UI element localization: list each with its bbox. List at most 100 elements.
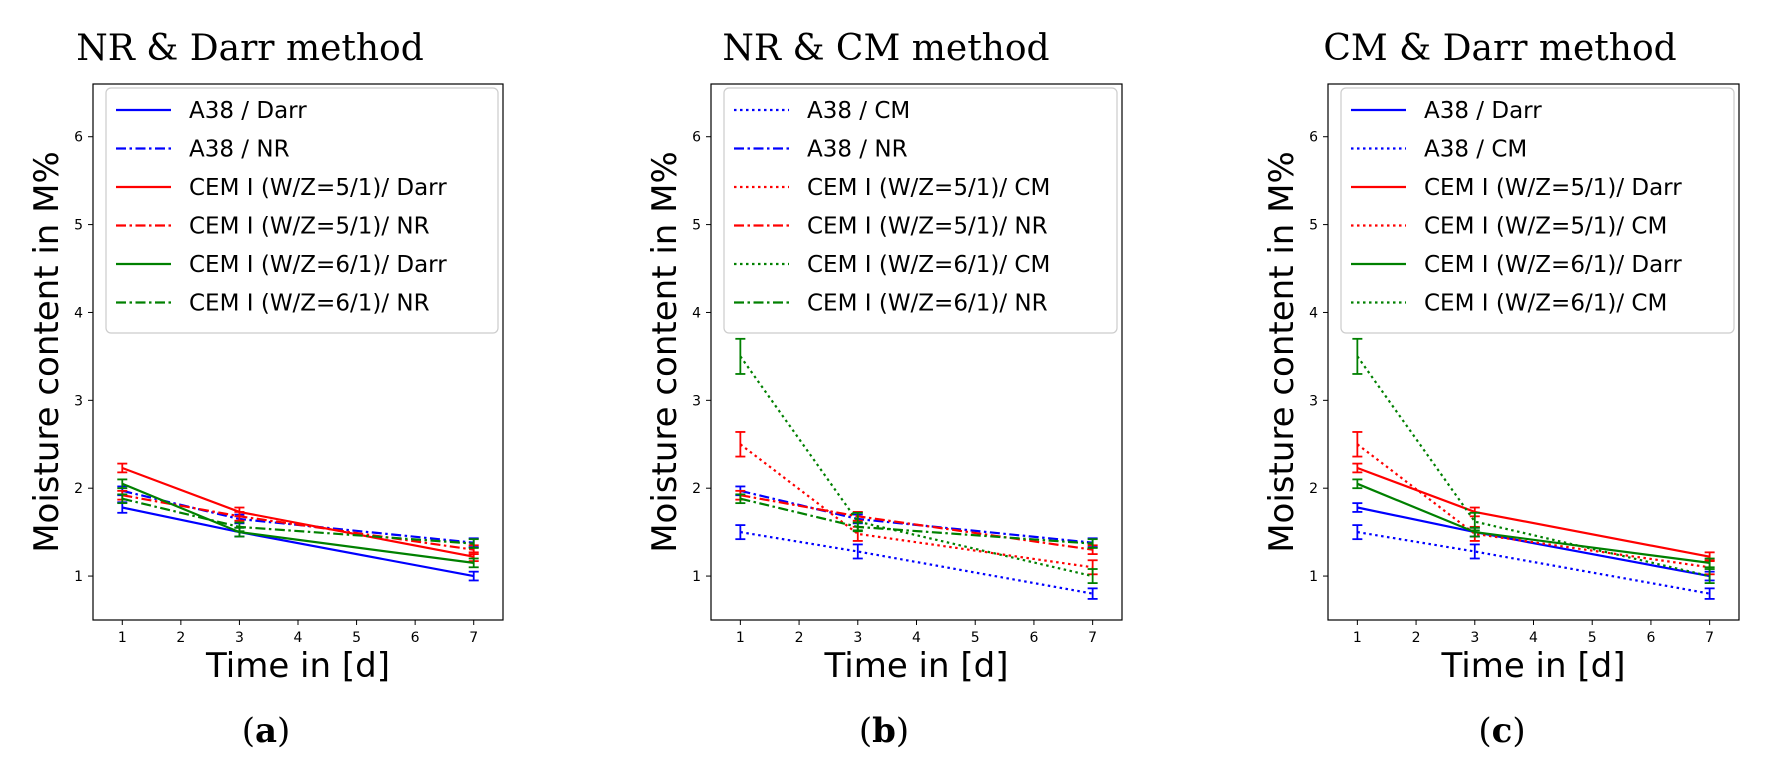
chart-title: NR & Darr method [76,28,424,69]
chart-title: NR & CM method [722,28,1049,69]
legend-label: CEM I (W/Z=5/1)/ NR [807,214,1048,240]
y-tick-label: 5 [692,218,701,234]
chart-panel-2: NR & CM method 1 2 3 4 5 6 7 1 2 3 4 5 6 Time in [d] Mo… [645,28,1123,751]
y-tick-label: 1 [692,569,701,585]
series-line [1357,506,1710,578]
y-tick-label: 2 [692,481,701,497]
x-tick-label: 2 [795,630,804,646]
legend-box [723,87,1118,334]
y-tick-label: 5 [1309,218,1318,234]
y-tick-label: 1 [1309,569,1318,585]
legend-label: CEM I (W/Z=6/1)/ CM [807,252,1050,278]
legend-label: CEM I (W/Z=5/1)/ NR [189,214,430,240]
x-tick-label: 5 [1588,630,1597,646]
chart-panel-3: CM & Darr method 1 2 3 4 5 6 7 1 2 3 4 5 6 Time in [d]… [1262,28,1740,751]
chart-panel-1: NR & Darr method 1 2 3 4 5 6 7 1 2 3 4 5 6 Time in [d]… [27,28,504,751]
panel-caption: (b) [859,711,909,751]
x-tick-label: 3 [1470,630,1479,646]
y-tick-label: 6 [1309,130,1318,146]
series-line [1356,355,1710,578]
panel-caption-letter: c [1492,711,1513,751]
series-4 [735,489,1098,555]
x-tick-label: 2 [1412,630,1421,646]
legend-label: A38 / Darr [189,98,307,124]
y-axis-label: Moisture content in M% [27,151,67,553]
series-3 [117,462,479,563]
legend-label: A38 / NR [189,137,290,163]
x-tick-label: 1 [1353,630,1362,646]
y-tick-label: 1 [74,569,83,585]
legend-label: A38 / NR [807,137,908,163]
y-tick-label: 4 [692,305,701,321]
series-line [739,443,1093,569]
panel-caption-letter: b [872,711,896,751]
x-tick-label: 3 [235,630,244,646]
series-line [739,355,1093,578]
x-tick-label: 7 [469,630,478,646]
x-tick-label: 4 [912,630,921,646]
panel-caption: (a) [242,711,291,751]
series-6 [117,493,479,549]
x-tick-label: 1 [736,630,745,646]
legend-label: CEM I (W/Z=5/1)/ CM [807,175,1050,201]
y-tick-label: 4 [1309,305,1318,321]
x-tick-label: 3 [853,630,862,646]
x-tick-label: 7 [1088,630,1097,646]
x-tick-label: 5 [971,630,980,646]
x-tick-label: 5 [352,630,361,646]
series-1 [1352,502,1715,582]
y-tick-label: 3 [692,393,701,409]
y-tick-label: 3 [74,393,83,409]
y-tick-label: 3 [1309,393,1318,409]
panel-caption-letter: a [255,711,277,751]
series-2 [735,485,1098,548]
y-tick-label: 6 [692,130,701,146]
legend-label: CEM I (W/Z=5/1)/ Darr [1424,175,1682,201]
series-line [740,531,1093,595]
x-axis-label: Time in [d] [824,646,1009,686]
panel-caption: (c) [1478,711,1525,751]
legend-box [105,87,499,334]
legend-label: A38 / Darr [1424,98,1542,124]
legend-label: CEM I (W/Z=5/1)/ CM [1424,214,1667,240]
y-tick-label: 5 [74,218,83,234]
x-tick-label: 7 [1705,630,1714,646]
series-line [740,489,1093,544]
x-tick-label: 6 [1646,630,1655,646]
chart-title: CM & Darr method [1323,28,1676,69]
series-line [1356,443,1710,569]
x-tick-label: 4 [294,630,303,646]
x-axis-label: Time in [d] [1441,646,1626,686]
legend-label: CEM I (W/Z=5/1)/ Darr [189,175,447,201]
series-5 [1352,478,1715,569]
legend-box [1340,87,1735,334]
series-6 [1352,337,1715,584]
legend-label: CEM I (W/Z=6/1)/ Darr [1424,252,1682,278]
series-2 [1352,524,1715,600]
legend-label: CEM I (W/Z=6/1)/ CM [1424,291,1667,317]
x-tick-label: 6 [411,630,420,646]
series-3 [735,431,1098,576]
legend-label: CEM I (W/Z=6/1)/ Darr [189,252,447,278]
series-1 [117,501,479,582]
x-axis-label: Time in [d] [205,646,390,686]
y-tick-label: 4 [74,305,83,321]
x-tick-label: 4 [1529,630,1538,646]
legend-label: A38 / CM [1424,137,1527,163]
legend-label: A38 / CM [807,98,910,124]
y-tick-label: 6 [74,130,83,146]
y-axis-label: Moisture content in M% [1262,151,1302,553]
y-tick-label: 2 [74,481,83,497]
legend-label: CEM I (W/Z=6/1)/ NR [189,291,430,317]
series-line [122,489,474,544]
series-3 [1352,462,1715,563]
y-axis-label: Moisture content in M% [645,151,685,553]
legend-label: CEM I (W/Z=6/1)/ NR [807,291,1048,317]
series-line [1357,531,1710,595]
y-tick-label: 2 [1309,481,1318,497]
x-tick-label: 6 [1029,630,1038,646]
series-6 [735,493,1098,549]
series-1 [735,524,1098,600]
x-tick-label: 2 [176,630,185,646]
